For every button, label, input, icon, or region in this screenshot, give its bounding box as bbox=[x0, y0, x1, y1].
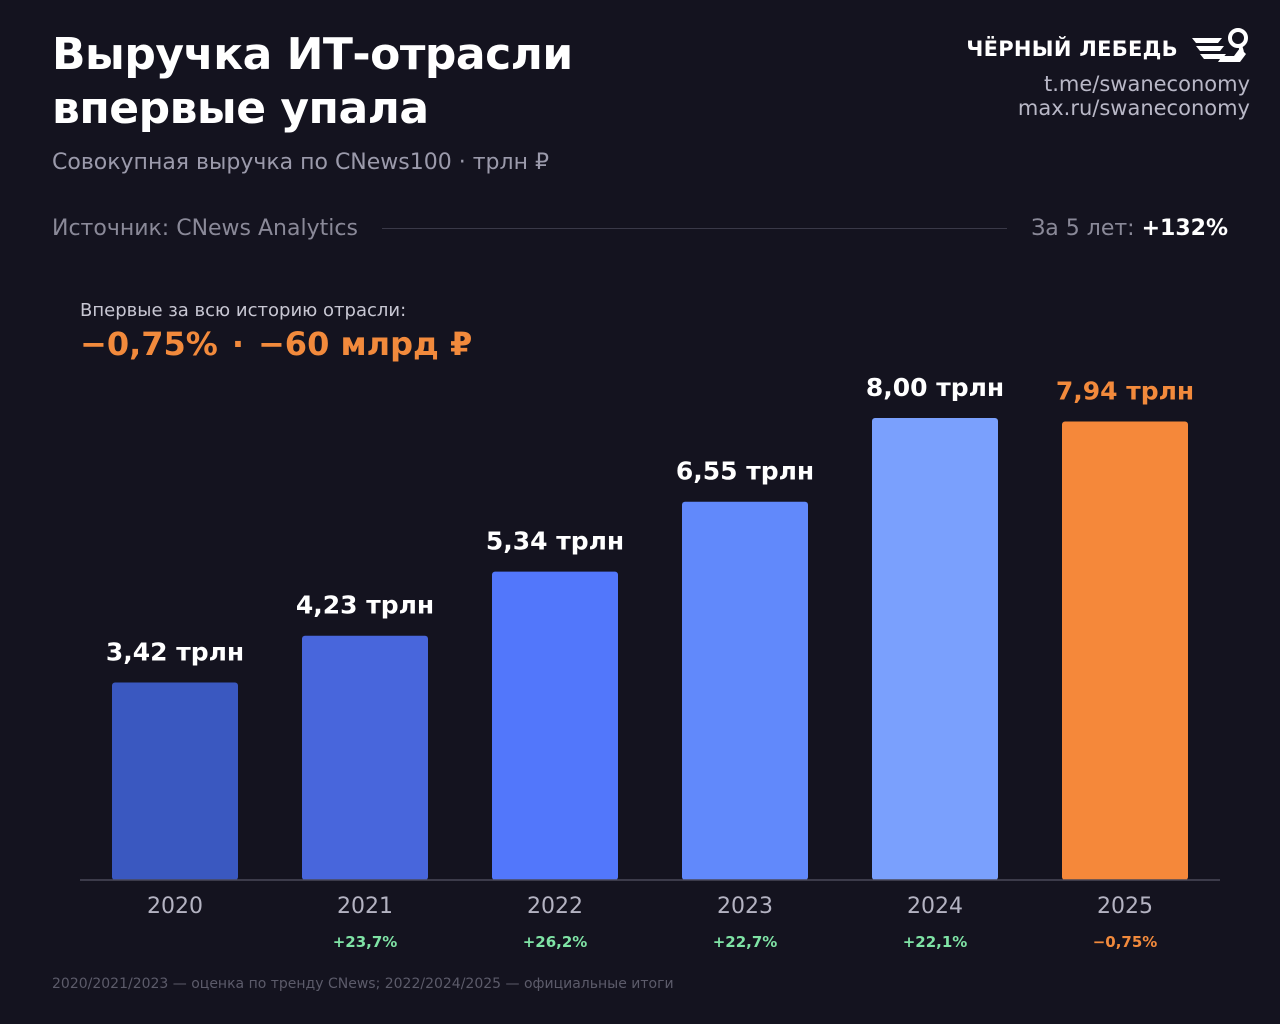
change-label-2024: +22,1% bbox=[903, 933, 968, 951]
value-label-2022: 5,34 трлн bbox=[486, 527, 624, 556]
source-label: Источник: CNews Analytics bbox=[52, 215, 358, 241]
bar-2024 bbox=[872, 418, 998, 880]
max-link[interactable]: max.ru/swaneconomy bbox=[1017, 96, 1250, 120]
callout-amount: −60 млрд ₽ bbox=[257, 325, 473, 363]
telegram-link[interactable]: t.me/swaneconomy bbox=[1043, 72, 1250, 96]
footnote: 2020/2021/2023 — оценка по тренду CNews;… bbox=[52, 976, 674, 992]
callout-separator: · bbox=[231, 325, 244, 363]
black-swan-logo-icon bbox=[1188, 26, 1250, 72]
brand-name: ЧЁРНЫЙ ЛЕБЕДЬ bbox=[966, 37, 1178, 61]
chart-subtitle: Совокупная выручка по CNews100 · трлн ₽ bbox=[52, 150, 549, 175]
brand-block: ЧЁРНЫЙ ЛЕБЕДЬ t.me/swaneconomy max.ru/sw… bbox=[966, 26, 1250, 120]
change-label-2023: +22,7% bbox=[713, 933, 778, 951]
change-label-2022: +26,2% bbox=[523, 933, 588, 951]
value-label-2024: 8,00 трлн bbox=[866, 373, 1004, 402]
x-tick-label-2022: 2022 bbox=[527, 894, 583, 919]
value-label-2023: 6,55 трлн bbox=[676, 457, 814, 486]
page-title: Выручка ИТ-отрасли впервые упала bbox=[52, 28, 772, 136]
bar-2020 bbox=[112, 682, 238, 880]
title-line-2: впервые упала bbox=[52, 83, 429, 134]
x-tick-label-2025: 2025 bbox=[1097, 894, 1153, 919]
value-label-2021: 4,23 трлн bbox=[296, 591, 434, 620]
decline-callout: Впервые за всю историю отрасли: −0,75% · −… bbox=[80, 300, 472, 363]
bar-2021 bbox=[302, 635, 428, 880]
callout-percent: −0,75% bbox=[80, 325, 218, 363]
value-label-2020: 3,42 трлн bbox=[106, 637, 244, 666]
bar-2025 bbox=[1062, 421, 1188, 880]
x-tick-label-2024: 2024 bbox=[907, 894, 963, 919]
five-year-growth: За 5 лет: +132% bbox=[1031, 216, 1228, 241]
change-label-2025: −0,75% bbox=[1093, 933, 1158, 951]
callout-label: Впервые за всю историю отрасли: bbox=[80, 300, 407, 321]
source-divider bbox=[381, 227, 1008, 229]
x-tick-label-2023: 2023 bbox=[717, 894, 773, 919]
bar-2022 bbox=[492, 571, 618, 880]
value-label-2025: 7,94 трлн bbox=[1056, 376, 1194, 405]
x-tick-label-2021: 2021 bbox=[337, 894, 393, 919]
callout-values: −0,75% · −60 млрд ₽ bbox=[80, 325, 472, 363]
growth-label: За 5 лет: bbox=[1031, 215, 1135, 241]
bar-2023 bbox=[682, 501, 808, 880]
x-tick-label-2020: 2020 bbox=[147, 894, 203, 919]
brand-row: ЧЁРНЫЙ ЛЕБЕДЬ bbox=[966, 26, 1250, 72]
growth-value: +132% bbox=[1141, 215, 1228, 241]
change-label-2021: +23,7% bbox=[333, 933, 398, 951]
source-row: Источник: CNews Analytics За 5 лет: +132… bbox=[52, 212, 1228, 244]
title-line-1: Выручка ИТ-отрасли bbox=[52, 29, 573, 80]
